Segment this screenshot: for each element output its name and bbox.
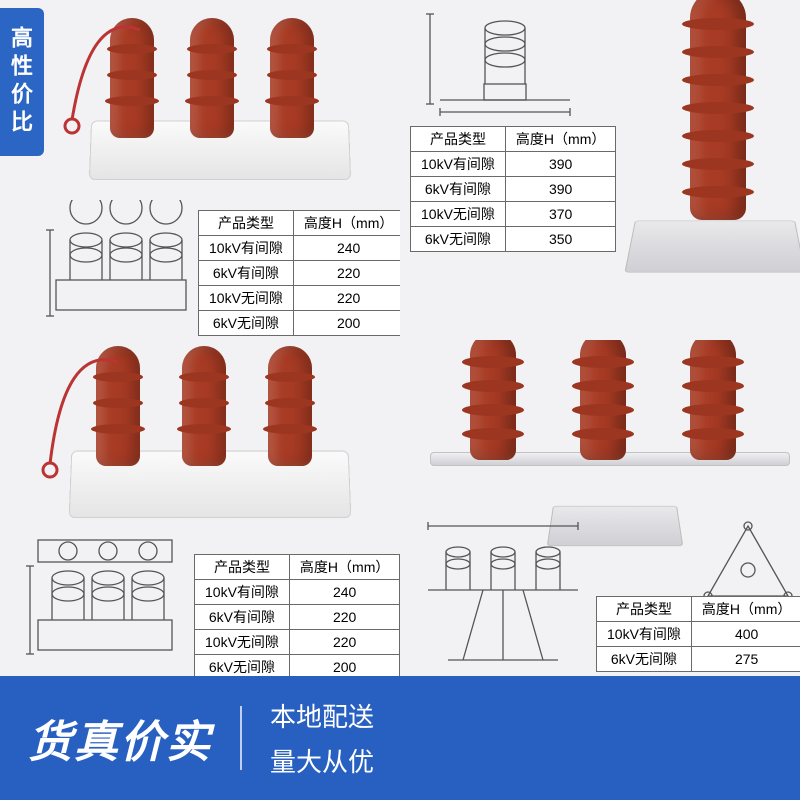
- insulator-photo: [690, 0, 746, 220]
- bushing-3: [270, 18, 314, 138]
- col-height: 高度H（mm）: [293, 211, 400, 236]
- table-row: 6kV无间隙350: [411, 227, 616, 252]
- banner-divider: [240, 706, 242, 770]
- table-row: 10kV无间隙220: [199, 286, 401, 311]
- col-product-type: 产品类型: [195, 555, 290, 580]
- spec-table: 产品类型 高度H（mm） 10kV有间隙400 6kV无间隙275: [596, 596, 800, 672]
- table-row: 6kV有间隙220: [199, 261, 401, 286]
- banner-sub-2: 量大从优: [270, 742, 374, 779]
- panel-bottom-left: 产品类型 高度H（mm） 10kV有间隙240 6kV有间隙220 10kV无间…: [0, 340, 400, 680]
- col-height: 高度H（mm）: [289, 555, 399, 580]
- table-row: 6kV有间隙220: [195, 605, 400, 630]
- table-row: 10kV有间隙240: [199, 236, 401, 261]
- banner-headline: 货真价实: [28, 706, 212, 770]
- banner-sub: 本地配送 量大从优: [270, 697, 374, 779]
- bushing-2: [182, 346, 226, 466]
- insulator-1: [470, 340, 516, 460]
- banner-sub-1: 本地配送: [270, 697, 374, 734]
- promo-banner: 货真价实 本地配送 量大从优: [0, 676, 800, 800]
- table-row: 10kV有间隙390: [411, 152, 616, 177]
- table-row: 10kV无间隙220: [195, 630, 400, 655]
- col-height: 高度H（mm）: [505, 127, 615, 152]
- dimension-drawing: [420, 0, 590, 120]
- panel-bottom-right: 产品类型 高度H（mm） 10kV有间隙400 6kV无间隙275: [400, 340, 800, 680]
- bushing-3: [268, 346, 312, 466]
- table-row: 10kV有间隙400: [597, 622, 800, 647]
- spec-table: 产品类型 高度H（mm） 10kV有间隙240 6kV有间隙220 10kV无间…: [194, 554, 400, 680]
- col-product-type: 产品类型: [597, 597, 692, 622]
- panel-top-left: 产品类型 高度H（mm） 10kV有间隙240 6kV有间隙220 10kV无间…: [0, 0, 400, 340]
- col-product-type: 产品类型: [199, 211, 294, 236]
- table-row: 6kV无间隙200: [199, 311, 401, 336]
- lead-wire-icon: [38, 340, 128, 484]
- assembly-drawing: [418, 520, 588, 670]
- table-row: 6kV有间隙390: [411, 177, 616, 202]
- panel-top-right: 产品类型 高度H（mm） 10kV有间隙390 6kV有间隙390 10kV无间…: [400, 0, 800, 340]
- col-height: 高度H（mm）: [691, 597, 800, 622]
- spec-table: 产品类型 高度H（mm） 10kV有间隙390 6kV有间隙390 10kV无间…: [410, 126, 616, 252]
- table-row: 10kV无间隙370: [411, 202, 616, 227]
- front-elevation-drawing: [46, 200, 196, 330]
- bushing-2: [190, 18, 234, 138]
- product-catalog-page: 高性价比: [0, 0, 800, 800]
- col-product-type: 产品类型: [411, 127, 506, 152]
- lead-wire-icon: [60, 0, 150, 140]
- insulator-2: [580, 340, 626, 460]
- insulator-3: [690, 340, 736, 460]
- table-row: 10kV有间隙240: [195, 580, 400, 605]
- table-row: 6kV无间隙275: [597, 647, 800, 672]
- mount-base: [624, 221, 800, 273]
- dimension-drawing: [24, 536, 184, 668]
- spec-table: 产品类型 高度H（mm） 10kV有间隙240 6kV有间隙220 10kV无间…: [198, 210, 400, 336]
